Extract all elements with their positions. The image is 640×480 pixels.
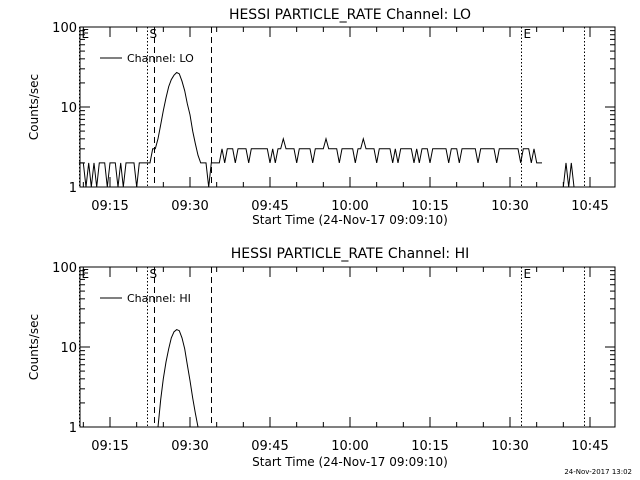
x-tick-label: 09:15: [91, 439, 128, 454]
chart-panel-1: HESSI PARTICLE_RATE Channel: HI Start Tim…: [27, 246, 616, 469]
y-tick-label: 1: [69, 421, 77, 436]
x-axis-label: Start Time (24-Nov-17 09:09:10): [252, 213, 448, 227]
x-tick-label: 09:30: [171, 439, 208, 454]
x-tick-label: 10:30: [491, 199, 528, 214]
y-tick-label: 10: [60, 341, 77, 356]
x-tick-label: 09:45: [251, 439, 288, 454]
plot-timestamp: 24-Nov-2017 13:02: [564, 468, 632, 476]
x-tick-label: 10:00: [331, 199, 368, 214]
event-marker-label: E: [82, 27, 90, 41]
x-tick-label: 09:30: [171, 199, 208, 214]
x-tick-label: 09:45: [251, 199, 288, 214]
legend-label: Channel: LO: [127, 52, 194, 65]
x-axis-label: Start Time (24-Nov-17 09:09:10): [252, 455, 448, 469]
series-line: [562, 162, 575, 188]
event-marker-label: E: [82, 267, 90, 281]
plot-frame: [79, 26, 616, 188]
x-tick-label: 10:30: [491, 439, 528, 454]
y-axis-label: Counts/sec: [27, 314, 41, 380]
chart-panel-0: HESSI PARTICLE_RATE Channel: LO Start Tim…: [27, 7, 616, 227]
x-tick-label: 10:15: [411, 199, 448, 214]
x-tick-label: 10:15: [411, 439, 448, 454]
y-tick-label: 100: [52, 261, 77, 276]
chart-title: HESSI PARTICLE_RATE Channel: HI: [231, 246, 469, 262]
event-marker-label: S: [150, 27, 158, 41]
x-tick-label: 10:45: [571, 199, 608, 214]
y-axis-label: Counts/sec: [27, 74, 41, 140]
x-tick-label: 09:15: [91, 199, 128, 214]
series-line: [78, 71, 542, 188]
series-line: [157, 329, 199, 428]
event-marker-label: S: [150, 267, 158, 281]
y-tick-label: 1: [69, 181, 77, 196]
y-tick-label: 100: [52, 21, 77, 36]
event-marker-label: E: [524, 27, 532, 41]
legend-label: Channel: HI: [127, 292, 191, 305]
x-tick-label: 10:45: [571, 439, 608, 454]
event-marker-label: E: [524, 267, 532, 281]
x-tick-label: 10:00: [331, 439, 368, 454]
y-tick-label: 10: [60, 101, 77, 116]
chart-title: HESSI PARTICLE_RATE Channel: LO: [229, 7, 471, 23]
